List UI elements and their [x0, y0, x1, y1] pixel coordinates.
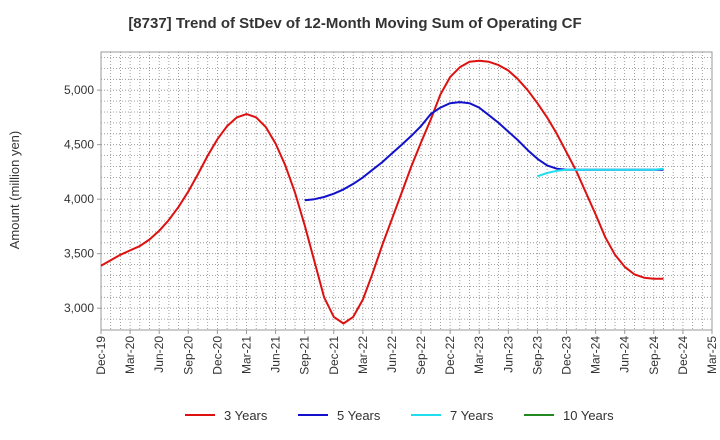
x-axis-ticks: Dec-19 Mar-20 Jun-20 Sep-20 Dec-20 Mar-21 Jun-…	[94, 330, 719, 375]
plot-frame	[100, 51, 713, 331]
legend-label-3-years: 3 Years	[224, 408, 268, 423]
x-tick-label: Jun-23	[501, 336, 515, 373]
y-tick-label: 3,500	[64, 247, 94, 261]
x-tick-label: Mar-22	[356, 336, 370, 374]
x-tick-label: Sep-20	[181, 336, 195, 375]
x-tick-label: Sep-22	[414, 336, 428, 375]
y-axis-label: Amount (million yen)	[7, 131, 22, 250]
legend: 3 Years 5 Years 7 Years 10 Years	[185, 408, 614, 423]
series-lines	[100, 59, 664, 325]
y-tick-label: 4,500	[64, 138, 94, 152]
y-tick-label: 5,000	[64, 83, 94, 97]
x-tick-label: Dec-24	[676, 336, 690, 375]
series-line-5-years	[304, 101, 664, 202]
chart-title: [8737] Trend of StDev of 12-Month Moving…	[128, 15, 581, 32]
x-tick-label: Jun-20	[152, 336, 166, 373]
y-tick-label: 3,000	[64, 301, 94, 315]
x-tick-label: Sep-23	[530, 336, 544, 375]
y-axis-ticks: 3,000 3,500 4,000 4,500 5,000	[64, 83, 101, 315]
x-tick-label: Sep-24	[647, 336, 661, 375]
x-tick-label: Jun-21	[269, 336, 283, 373]
x-tick-label: Mar-24	[589, 336, 603, 374]
legend-label-5-years: 5 Years	[337, 408, 381, 423]
series-line-3-years	[100, 59, 664, 325]
x-tick-label: Mar-25	[705, 336, 719, 374]
x-tick-label: Jun-22	[385, 336, 399, 373]
x-tick-label: Mar-21	[240, 336, 254, 374]
x-tick-label: Dec-20	[210, 336, 224, 375]
grid-lines	[101, 52, 712, 330]
x-tick-label: Dec-21	[327, 336, 341, 375]
x-tick-label: Sep-21	[298, 336, 312, 375]
x-tick-label: Mar-20	[123, 336, 137, 374]
x-tick-label: Dec-19	[94, 336, 108, 375]
x-tick-label: Jun-24	[618, 336, 632, 373]
x-tick-label: Dec-23	[560, 336, 574, 375]
legend-label-7-years: 7 Years	[450, 408, 494, 423]
y-tick-label: 4,000	[64, 192, 94, 206]
series-line-7-years	[537, 167, 664, 178]
legend-label-10-years: 10 Years	[563, 408, 614, 423]
x-tick-label: Mar-23	[472, 336, 486, 374]
x-tick-label: Dec-22	[443, 336, 457, 375]
